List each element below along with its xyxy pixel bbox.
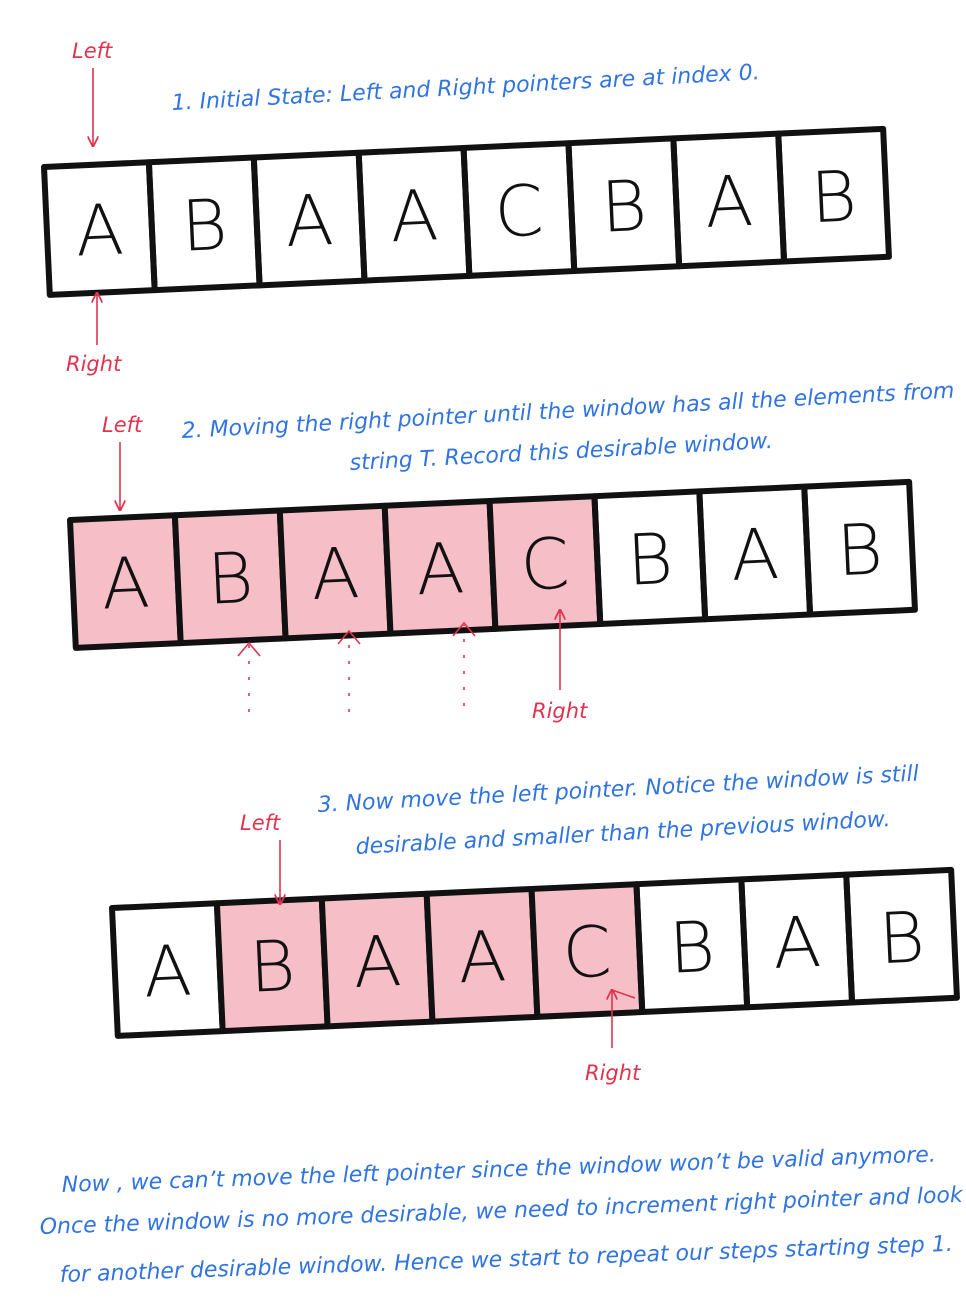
cell-border	[801, 478, 918, 618]
cell-letter: B	[667, 906, 717, 990]
step-1-caption: 1. Initial State: Left and Right pointer…	[171, 60, 760, 116]
cell-letter: B	[625, 518, 675, 602]
cell-letter: A	[771, 901, 823, 985]
cell-border	[775, 125, 892, 265]
left-pointer-label: Left	[72, 39, 113, 63]
array-cell: A	[250, 149, 368, 289]
array-cell: A	[109, 900, 226, 1039]
cell-letter: A	[283, 179, 335, 263]
step-1-right-pointer: Right	[66, 293, 122, 376]
cell-letter: B	[180, 184, 230, 268]
array-cell: B	[633, 876, 751, 1016]
step-3-right-pointer: Right	[585, 990, 641, 1085]
cell-letter: A	[703, 160, 755, 244]
step-2-panel: 2. Moving the right pointer until the wi…	[67, 379, 955, 723]
array-cell: A	[381, 497, 499, 637]
cell-letter: C	[493, 169, 546, 253]
window-highlight	[487, 494, 603, 631]
right-pointer-label: Right	[66, 352, 122, 376]
cell-letter: A	[309, 532, 361, 616]
right-pointer-label: Right	[532, 699, 588, 723]
window-highlight	[424, 886, 540, 1024]
cell-border	[843, 866, 960, 1006]
array-cell: B	[145, 154, 263, 294]
array-cell: A	[696, 483, 814, 623]
cell-letter: B	[599, 165, 649, 249]
array-cell: A	[355, 144, 473, 284]
cell-letter: B	[206, 537, 256, 621]
array-cell: A	[67, 512, 184, 651]
array-cell: B	[171, 507, 289, 647]
array-cell: A	[41, 159, 158, 298]
step-1-panel: 1. Initial State: Left and Right pointer…	[41, 39, 892, 376]
window-highlight	[67, 513, 183, 650]
cell-letter: A	[74, 189, 126, 273]
trail-arrowhead-1	[237, 641, 261, 657]
array-cell: A	[318, 890, 436, 1030]
step-3-caption-line-2: desirable and smaller than the previous …	[355, 807, 891, 860]
window-highlight	[529, 882, 645, 1019]
cell-letter: A	[142, 930, 194, 1014]
right-pointer-label: Right	[585, 1061, 641, 1085]
array-cell: A	[276, 502, 394, 642]
footer-note: Now , we can’t move the left pointer sin…	[39, 1142, 964, 1288]
cell-letter: A	[456, 915, 508, 999]
left-pointer-label: Left	[102, 413, 143, 437]
step-2-caption-line-1: 2. Moving the right pointer until the wi…	[181, 379, 955, 444]
window-highlight	[172, 508, 288, 646]
step-2-pointer-trail	[237, 621, 476, 712]
cell-letter: A	[388, 174, 440, 258]
footer-line-3: for another desirable window. Hence we s…	[59, 1232, 953, 1288]
step-2-left-pointer: Left	[102, 413, 143, 510]
cell-letter: A	[100, 542, 152, 626]
array-cell: A	[738, 871, 856, 1011]
array-cell: A	[423, 885, 541, 1025]
cell-letter: B	[877, 896, 927, 980]
trail-arrowhead-2	[337, 629, 361, 645]
array-cell: A	[670, 130, 788, 270]
cell-letter: C	[519, 522, 572, 606]
left-pointer-label: Left	[240, 811, 281, 835]
array-cell: B	[591, 488, 709, 628]
array-cell: C	[460, 140, 578, 279]
array-cell: C	[528, 881, 646, 1020]
window-highlight	[382, 498, 498, 636]
step-2-caption-line-2: string T. Record this desirable window.	[349, 429, 773, 476]
window-highlight	[319, 891, 435, 1029]
cell-letter: B	[248, 925, 298, 1009]
array-cell: B	[565, 135, 683, 275]
array-cell: B	[843, 866, 960, 1006]
right-pointer-arrow-flick	[611, 989, 636, 999]
cell-letter: A	[351, 920, 403, 1004]
array-cell: B	[801, 478, 918, 618]
step-3-left-pointer: Left	[240, 811, 281, 904]
cell-letter: C	[561, 910, 614, 994]
array-cell: B	[213, 895, 331, 1035]
array-cell: C	[486, 493, 604, 632]
cell-letter: B	[835, 508, 885, 592]
array-cell: B	[775, 125, 892, 265]
window-highlight	[277, 503, 393, 641]
step-2-right-pointer: Right	[532, 610, 588, 723]
trail-arrowhead-3	[452, 621, 476, 637]
step-3-panel: 3. Now move the left pointer. Notice the…	[109, 762, 960, 1085]
step-1-left-pointer: Left	[72, 39, 113, 146]
cell-letter: A	[414, 527, 466, 611]
window-highlight	[214, 896, 330, 1034]
cell-letter: A	[729, 513, 781, 597]
cell-letter: B	[809, 155, 859, 239]
